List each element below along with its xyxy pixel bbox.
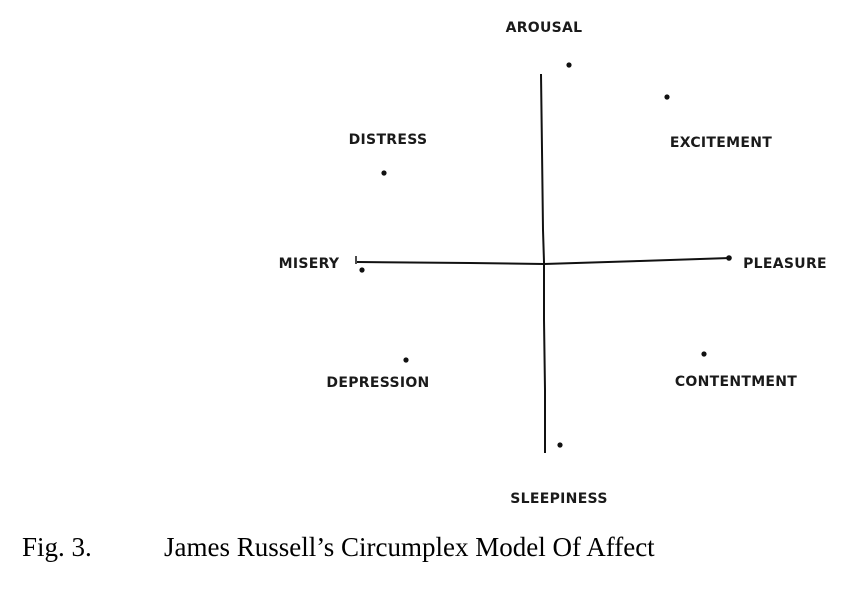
label-contentment: CONTENTMENT	[675, 374, 797, 390]
excitement-dot	[664, 94, 670, 100]
figure-title: James Russell’s Circumplex Model Of Affe…	[164, 532, 655, 562]
label-arousal: AROUSAL	[506, 20, 583, 36]
contentment-dot	[701, 351, 707, 357]
vertical-axis	[540, 73, 546, 453]
distress-dot	[381, 170, 387, 176]
label-distress: DISTRESS	[349, 132, 428, 148]
sleepiness-dot	[557, 442, 563, 448]
figure-number: Fig. 3.	[22, 532, 92, 562]
label-excitement: EXCITEMENT	[670, 135, 772, 151]
pleasure-dot	[726, 255, 732, 261]
label-sleepiness: SLEEPINESS	[510, 491, 607, 507]
arousal-dot	[566, 62, 572, 68]
depression-dot	[403, 357, 409, 363]
misery-dot	[359, 267, 365, 273]
horizontal-axis	[356, 257, 731, 266]
label-pleasure: PLEASURE	[743, 256, 827, 272]
label-depression: DEPRESSION	[326, 375, 429, 391]
label-misery: MISERY	[279, 256, 340, 272]
